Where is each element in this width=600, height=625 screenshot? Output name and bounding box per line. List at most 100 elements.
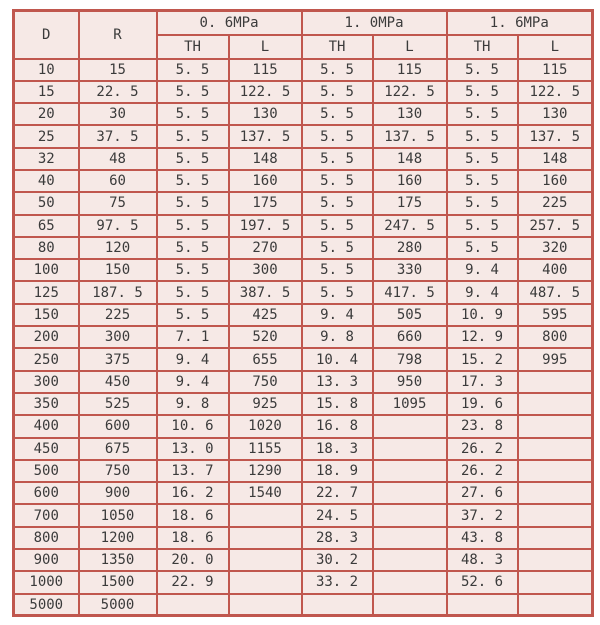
table-cell: 175 [227, 191, 303, 216]
table-cell: 26. 2 [445, 436, 519, 461]
table-cell: 9. 4 [300, 302, 374, 328]
table-cell [516, 548, 594, 573]
table-cell: 150 [12, 302, 80, 328]
table-cell: 1540 [227, 481, 303, 506]
table-cell: 487. 5 [516, 280, 594, 305]
header-sub-row: TH L TH L TH L [14, 33, 594, 60]
table-cell: 417. 5 [371, 280, 448, 305]
table-cell [227, 570, 303, 595]
table-cell [371, 525, 448, 551]
header-th-1-0mpa: TH [300, 33, 374, 60]
table-row: 32 48 5. 5 148 5. 5 148 5. 5 148 [12, 146, 594, 171]
table-header: D R 0. 6MPa 1. 0MPa 1. 6MPa TH L TH L TH… [12, 9, 594, 60]
table-cell: 400 [12, 414, 80, 439]
table-cell: 150 [77, 258, 158, 283]
table-cell [371, 570, 448, 595]
table-cell: 425 [227, 302, 303, 328]
table-cell: 137. 5 [371, 124, 448, 149]
table-cell: 7. 1 [155, 325, 230, 350]
table-cell: 10. 6 [155, 414, 230, 439]
table-row: 15 22. 5 5. 5 122. 5 5. 5 122. 5 5. 5 122. 5 [12, 79, 594, 105]
table-cell: 5. 5 [300, 168, 374, 194]
table-cell: 300 [12, 369, 80, 394]
table-cell: 5. 5 [300, 124, 374, 149]
table-cell: 115 [371, 57, 448, 82]
table-cell: 12. 9 [445, 325, 519, 350]
header-r: R [77, 9, 158, 60]
table-row: 20 30 5. 5 130 5. 5 130 5. 5 130 [12, 102, 594, 127]
table-cell: 137. 5 [227, 124, 303, 149]
table-cell [371, 592, 448, 617]
table-cell: 798 [371, 347, 448, 372]
table-row: 600 900 16. 2 1540 22. 7 27. 6 [12, 481, 594, 506]
table-cell: 18. 3 [300, 436, 374, 461]
table-cell: 20. 0 [155, 548, 230, 573]
table-cell: 950 [371, 369, 448, 394]
table-cell: 23. 8 [445, 414, 519, 439]
table-cell: 5. 5 [300, 280, 374, 305]
table-cell: 130 [516, 102, 594, 127]
table-cell: 100 [12, 258, 80, 283]
table-cell: 1155 [227, 436, 303, 461]
table-cell: 750 [77, 458, 158, 484]
table-cell: 5. 5 [155, 57, 230, 82]
table-cell: 20 [12, 102, 80, 127]
table-cell: 60 [77, 168, 158, 194]
table-cell [227, 525, 303, 551]
table-cell: 115 [227, 57, 303, 82]
table-cell: 160 [371, 168, 448, 194]
table-row: 500 750 13. 7 1290 18. 9 26. 2 [12, 458, 594, 484]
table-cell: 30. 2 [300, 548, 374, 573]
table-cell: 5. 5 [155, 124, 230, 149]
table-cell [371, 414, 448, 439]
table-cell [371, 548, 448, 573]
table-cell [516, 481, 594, 506]
table-cell: 130 [371, 102, 448, 127]
table-cell: 75 [77, 191, 158, 216]
table-cell [516, 503, 594, 528]
table-cell: 800 [516, 325, 594, 350]
table-cell: 5. 5 [155, 191, 230, 216]
table-cell: 122. 5 [227, 79, 303, 105]
table-cell: 148 [227, 146, 303, 171]
table-cell [371, 458, 448, 484]
table-cell: 300 [77, 325, 158, 350]
table-cell: 257. 5 [516, 213, 594, 238]
table-cell: 15 [77, 57, 158, 82]
table-cell: 9. 4 [155, 369, 230, 394]
table-cell: 80 [12, 235, 80, 261]
table-cell: 5. 5 [300, 258, 374, 283]
table-cell: 5. 5 [155, 146, 230, 171]
table-cell: 520 [227, 325, 303, 350]
table-cell: 10. 9 [445, 302, 519, 328]
table-cell: 5000 [12, 592, 80, 617]
table-cell: 5. 5 [300, 102, 374, 127]
table-body: 10 15 5. 5 115 5. 5 115 5. 5 115 15 22. 5 5. 5 122.… [12, 57, 594, 617]
table-cell: 800 [12, 525, 80, 551]
table-cell: 247. 5 [371, 213, 448, 238]
table-cell [516, 592, 594, 617]
table-cell: 675 [77, 436, 158, 461]
table-cell: 122. 5 [371, 79, 448, 105]
table-cell: 28. 3 [300, 525, 374, 551]
table-cell: 525 [77, 391, 158, 417]
table-cell: 40 [12, 168, 80, 194]
table-cell: 26. 2 [445, 458, 519, 484]
table-row: 150 225 5. 5 425 9. 4 505 10. 9 595 [12, 302, 594, 328]
table-cell: 9. 4 [445, 280, 519, 305]
table-cell: 5. 5 [300, 57, 374, 82]
table-cell: 9. 8 [300, 325, 374, 350]
table-cell: 5. 5 [300, 146, 374, 171]
table-row: 50 75 5. 5 175 5. 5 175 5. 5 225 [12, 191, 594, 216]
table-cell: 97. 5 [77, 213, 158, 238]
table-cell: 22. 7 [300, 481, 374, 506]
table-cell: 900 [12, 548, 80, 573]
table-cell: 24. 5 [300, 503, 374, 528]
table-cell: 5. 5 [155, 280, 230, 305]
table-cell: 33. 2 [300, 570, 374, 595]
table-cell: 655 [227, 347, 303, 372]
table-cell: 27. 6 [445, 481, 519, 506]
table-cell: 600 [12, 481, 80, 506]
table-cell: 250 [12, 347, 80, 372]
table-cell: 137. 5 [516, 124, 594, 149]
